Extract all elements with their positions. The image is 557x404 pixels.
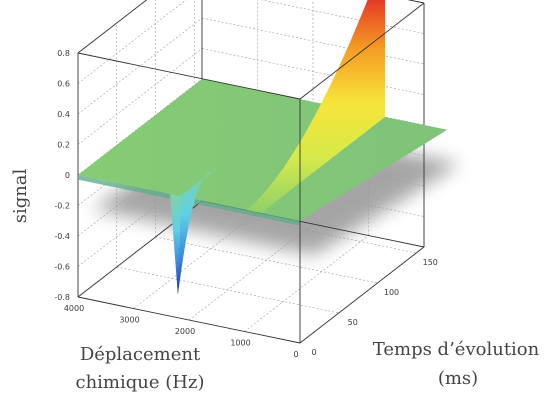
negative-peak-front bbox=[170, 194, 182, 295]
z-tick-label: 0.8 bbox=[57, 49, 70, 58]
y-tick-label: 100 bbox=[384, 288, 399, 297]
bounding-box bbox=[77, 2, 425, 343]
z-tick-label: -0.4 bbox=[54, 232, 70, 241]
z-tick-label: -0.6 bbox=[54, 263, 70, 272]
y-tick-label: 50 bbox=[348, 318, 358, 327]
y-tick-label: 0 bbox=[311, 348, 316, 357]
y-axis-title-line-1: Temps d’évolution bbox=[373, 339, 540, 360]
x-axis-title-line-1: Déplacement bbox=[80, 344, 201, 365]
x-tick-label: 0 bbox=[293, 350, 298, 359]
z-tick-label: 0.2 bbox=[57, 141, 70, 150]
grid-line bbox=[194, 206, 417, 254]
x-tick-label: 3000 bbox=[119, 316, 139, 325]
box-edge bbox=[77, 52, 301, 100]
grid-line bbox=[77, 0, 147, 54]
box-edge bbox=[77, 296, 301, 344]
grid-line bbox=[77, 0, 187, 84]
positive-peak-face bbox=[246, 0, 385, 214]
tick-labels: 0.8 0.6 0.4 0.2 0 -0.2 -0.4 -0.6 -0.8 4000 3000 200… bbox=[54, 49, 438, 359]
negative-peak bbox=[171, 171, 212, 295]
x-tick-label: 1000 bbox=[230, 339, 250, 348]
box-edge bbox=[299, 2, 425, 100]
box-edge bbox=[299, 246, 425, 344]
z-tick-label: 0.4 bbox=[57, 110, 70, 119]
box-edge bbox=[77, 0, 148, 54]
grid-line bbox=[201, 17, 425, 65]
y-axis-title-line-2: (ms) bbox=[438, 368, 478, 389]
surface-plot bbox=[78, 0, 448, 295]
x-tick-label: 4000 bbox=[64, 304, 84, 313]
z-tick-label: 0.6 bbox=[57, 80, 70, 89]
z-tick-label: 0 bbox=[65, 171, 70, 180]
x-axis-title-line-2: chimique (Hz) bbox=[76, 372, 205, 393]
y-tick-label: 150 bbox=[423, 258, 438, 267]
grid-line bbox=[155, 236, 378, 284]
x-tick-label: 2000 bbox=[175, 327, 195, 336]
z-axis-title: signal bbox=[10, 168, 31, 223]
grid-line bbox=[116, 266, 339, 314]
z-tick-label: -0.2 bbox=[54, 202, 70, 211]
z-tick-label: -0.8 bbox=[54, 293, 70, 302]
